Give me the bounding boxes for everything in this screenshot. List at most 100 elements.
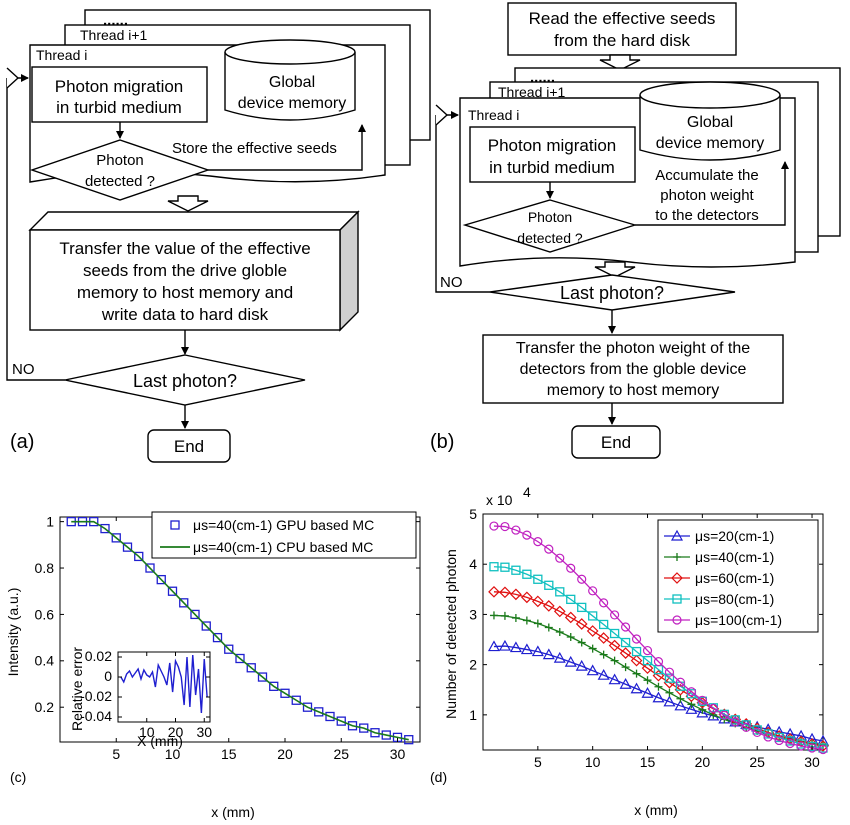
- data-point: [575, 618, 588, 630]
- data-point: [752, 727, 762, 738]
- data-point: [533, 537, 543, 547]
- data-point: [235, 653, 245, 664]
- data-point: [555, 553, 565, 563]
- data-point: [336, 716, 346, 726]
- data-point: [544, 580, 554, 590]
- transfer-box-b: [482, 334, 784, 404]
- loop-no-line-b: [435, 115, 490, 293]
- data-point: [696, 706, 709, 718]
- x-tick-label: 30: [196, 724, 212, 740]
- data-point: [588, 586, 598, 596]
- loop-no-hollow-a: [6, 67, 20, 89]
- data-point: [785, 736, 795, 746]
- x-tick-label: 10: [165, 746, 181, 762]
- global-memory-cylinder-top-b: [639, 81, 781, 109]
- data-point: [610, 656, 619, 665]
- data-point: [500, 611, 509, 620]
- global-memory-cylinder: [224, 52, 356, 121]
- transfer-line-3-a: memory to host memory and: [77, 283, 293, 302]
- data-point: [488, 585, 500, 598]
- transfer-line-1-a: Transfer the value of the effective: [59, 239, 310, 258]
- data-point: [598, 619, 609, 630]
- transfer-line-2-b: detectors from the globle device: [520, 361, 747, 378]
- panel-a-flowchart: [6, 9, 431, 463]
- data-point: [359, 723, 369, 733]
- data-point: [708, 703, 718, 713]
- read-seeds-line-1: Read the effective seeds: [529, 9, 716, 28]
- y-tick-label: 2: [469, 657, 477, 673]
- data-point: [653, 657, 664, 667]
- data-point: [696, 696, 709, 709]
- x-tick-label: 20: [168, 724, 184, 740]
- y-tick-label: -0.02: [80, 688, 112, 704]
- chart-c-inset-ticks: 10 20 30 0.02 0 -0.02 -0.04: [80, 648, 212, 740]
- data-point: [511, 565, 521, 575]
- last-photon-label-a: Last photon?: [133, 371, 237, 391]
- data-point: [741, 722, 751, 733]
- data-point: [522, 569, 532, 579]
- data-point: [511, 613, 520, 622]
- data-point: [566, 563, 576, 573]
- data-point: [555, 628, 564, 636]
- data-point: [575, 659, 588, 671]
- y-tick-label: 0.2: [35, 699, 55, 715]
- data-point: [763, 729, 773, 739]
- data-point: [257, 672, 268, 682]
- chart-d-xlabel: x (mm): [634, 802, 678, 818]
- memory-line-2-a: device memory: [238, 95, 346, 112]
- data-point: [664, 667, 675, 677]
- x-tick-label: 10: [139, 724, 155, 740]
- end-label-a: End: [174, 437, 204, 456]
- data-point: [555, 587, 565, 597]
- data-point: [280, 688, 290, 698]
- data-point: [631, 634, 642, 644]
- data-point: [370, 728, 380, 738]
- x-tick-label: 5: [112, 746, 120, 762]
- chart-c-legend-series-1: μs=40(cm-1) GPU based MC: [193, 517, 374, 533]
- x-tick-label: 15: [640, 754, 656, 770]
- data-point: [404, 735, 414, 745]
- chart-d-legend-marks: [664, 529, 690, 625]
- thread-next-label-b: Thread i+1: [498, 84, 566, 100]
- no-label-a: NO: [12, 361, 35, 378]
- data-point: [774, 732, 784, 743]
- series-line-4: [493, 566, 824, 749]
- panel-letter-a: (a): [10, 431, 34, 453]
- x-tick-label: 15: [221, 746, 237, 762]
- data-point: [599, 650, 608, 659]
- data-point: [643, 676, 652, 685]
- chart-c-inset: 10 20 30 0.02 0 -0.02 -0.04 X (mm) Relative er…: [69, 647, 212, 749]
- transfer-line-3-b: memory to host memory: [547, 382, 719, 399]
- data-point: [325, 711, 335, 722]
- panel-b-text: Read the effective seeds from the hard d…: [430, 9, 764, 453]
- data-point: [314, 707, 324, 717]
- series-line-2: [71, 520, 409, 741]
- data-point: [652, 691, 665, 703]
- chart-d-scale-label: x 10: [486, 492, 513, 508]
- data-point: [774, 735, 784, 746]
- transfer-line-1-b: Transfer the photon weight of the: [516, 340, 750, 357]
- no-label-b: NO: [440, 274, 463, 291]
- accumulate-line-1: Accumulate the: [655, 167, 758, 184]
- data-point: [654, 682, 663, 691]
- data-point: [642, 645, 653, 656]
- photon-detected-decision-b: [462, 199, 638, 253]
- x-tick-label: 25: [749, 754, 765, 770]
- data-point: [302, 702, 313, 712]
- data-point: [499, 586, 511, 599]
- chart-d-legend-series-3: μs=60(cm-1): [695, 570, 774, 586]
- data-point: [630, 682, 643, 694]
- data-point: [807, 743, 817, 753]
- x-tick-label: 30: [390, 746, 406, 762]
- panel-letter-c: (c): [10, 769, 26, 785]
- data-point: [642, 655, 653, 666]
- data-point: [664, 673, 675, 683]
- data-point: [675, 677, 686, 687]
- data-point: [544, 623, 553, 632]
- data-point: [588, 611, 598, 621]
- legend-marker-5: [672, 615, 682, 625]
- end-box-a: [147, 429, 231, 463]
- data-point: [122, 542, 133, 552]
- transfer-box-side: [339, 210, 359, 332]
